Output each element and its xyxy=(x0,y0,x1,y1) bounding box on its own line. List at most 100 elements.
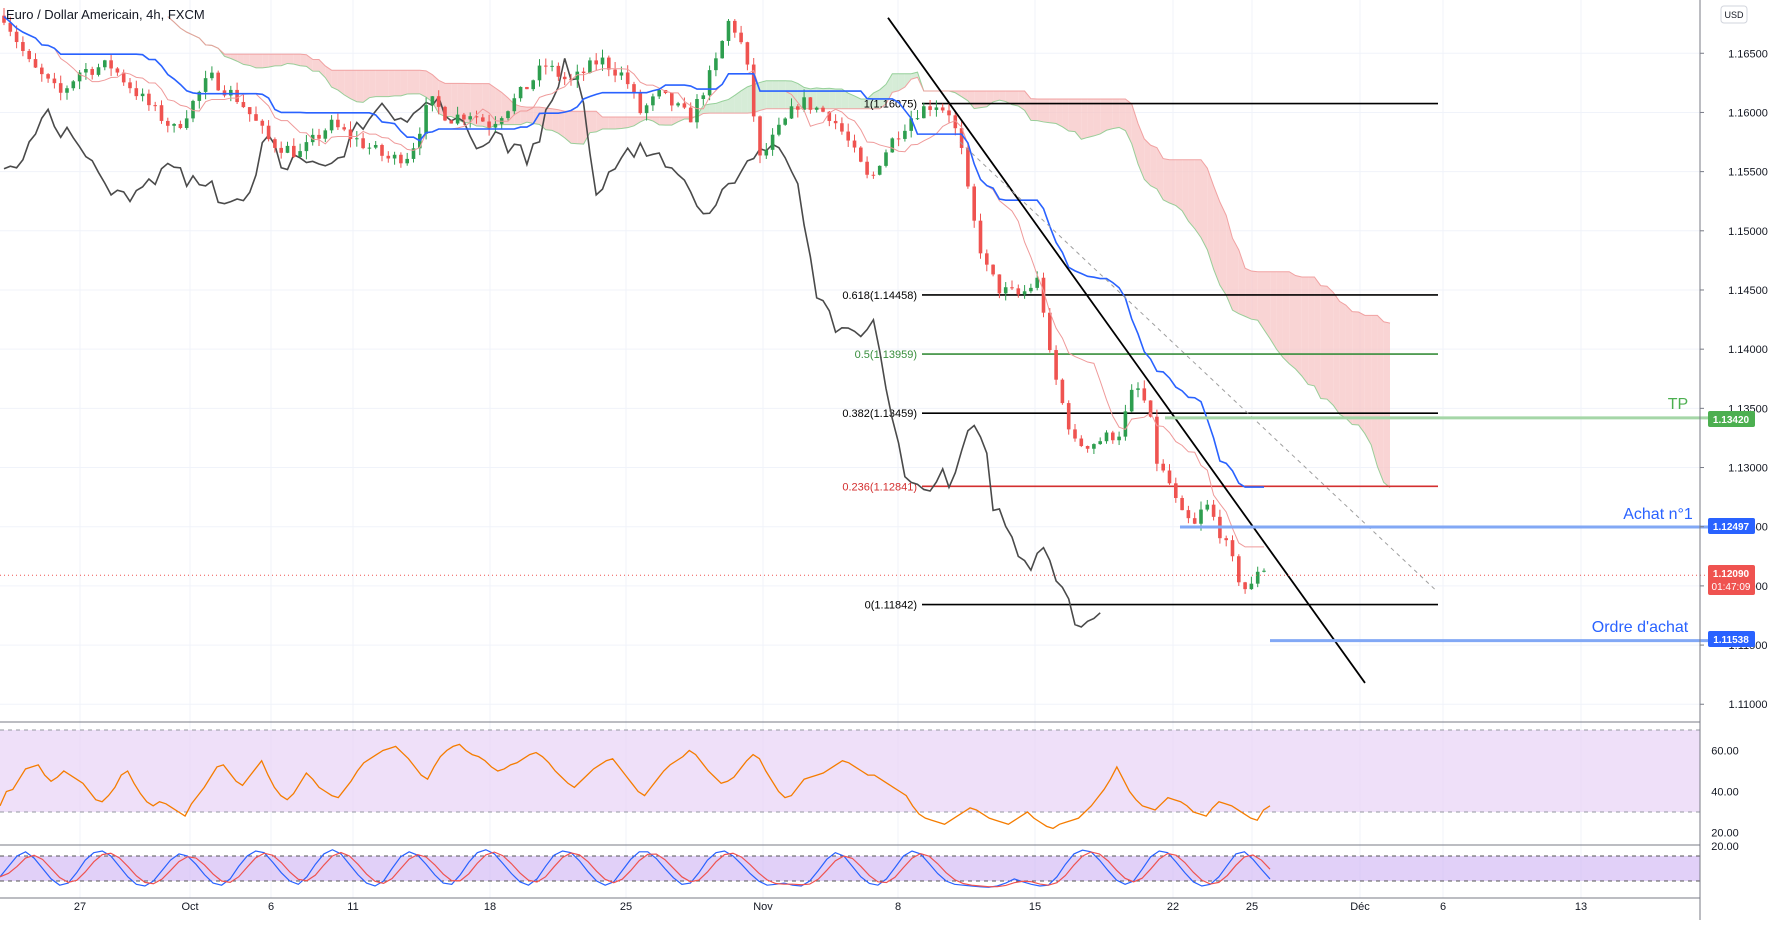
candle-body xyxy=(40,68,44,75)
chart-title: Euro / Dollar Americain, 4h, FXCM xyxy=(6,7,205,22)
cloud-segment xyxy=(407,70,413,94)
cloud-segment xyxy=(892,74,898,93)
cloud-segment xyxy=(1283,272,1289,364)
cloud-segment xyxy=(288,54,294,64)
achat1-price-tag: 1.12497 xyxy=(1708,518,1755,534)
cloud-segment xyxy=(275,54,281,66)
candle-body xyxy=(1262,571,1266,572)
candle-body xyxy=(802,97,806,109)
candle-body xyxy=(746,42,750,64)
candle-body xyxy=(141,94,145,96)
cloud-segment xyxy=(1352,312,1358,425)
candle-body xyxy=(261,121,265,126)
candle-body xyxy=(273,139,277,148)
candle-body xyxy=(279,148,283,153)
tp-price-tag: 1.13420 xyxy=(1708,411,1755,427)
cloud-segment xyxy=(1384,322,1390,488)
svg-text:1.13420: 1.13420 xyxy=(1713,415,1750,426)
candle-body xyxy=(456,115,460,124)
cloud-segment xyxy=(451,83,457,119)
cloud-segment xyxy=(1233,238,1239,314)
cloud-segment xyxy=(382,70,388,96)
cloud-segment xyxy=(256,54,262,68)
candle-body xyxy=(1212,505,1216,517)
candle-body xyxy=(1187,510,1191,518)
candle-body xyxy=(387,156,391,159)
candle-body xyxy=(330,120,334,131)
candle-body xyxy=(298,151,302,157)
candle-body xyxy=(733,21,737,33)
candle-body xyxy=(916,118,920,119)
cloud-segment xyxy=(546,108,552,130)
time-tick-label: 27 xyxy=(74,901,86,913)
candle-body xyxy=(216,73,220,91)
cloud-segment xyxy=(357,70,363,102)
candle-body xyxy=(1174,483,1178,498)
candle-body xyxy=(1136,388,1140,390)
candle-body xyxy=(1237,556,1241,582)
candle-body xyxy=(846,132,850,141)
candle-body xyxy=(172,124,176,126)
cloud-segment xyxy=(1170,160,1176,206)
candle-body xyxy=(935,107,939,110)
candle-body xyxy=(399,155,403,164)
cloud-segment xyxy=(369,70,375,97)
cloud-segment xyxy=(1037,99,1043,122)
cloud-segment xyxy=(710,103,716,113)
candle-body xyxy=(979,221,983,254)
time-tick-label: Nov xyxy=(753,901,773,913)
time-tick-label: 25 xyxy=(620,901,632,913)
candle-body xyxy=(116,68,120,72)
candle-body xyxy=(1199,510,1203,524)
cloud-segment xyxy=(1321,286,1327,400)
candle-body xyxy=(342,127,346,129)
price-tick-label: 1.15500 xyxy=(1728,167,1768,179)
candle-body xyxy=(361,138,365,148)
candle-body xyxy=(657,90,661,96)
candle-body xyxy=(166,121,170,126)
cloud-segment xyxy=(981,91,987,108)
svg-text:1.12090: 1.12090 xyxy=(1713,569,1750,580)
candle-body xyxy=(72,81,76,88)
candle-body xyxy=(487,121,491,127)
candle-body xyxy=(15,32,19,42)
candle-body xyxy=(639,93,643,113)
candle-body xyxy=(714,58,718,70)
fib-level-label: 0(1.11842) xyxy=(865,600,917,612)
candle-body xyxy=(683,103,687,107)
time-tick-label: 22 xyxy=(1167,901,1179,913)
cloud-segment xyxy=(1359,312,1365,434)
price-tick-label: 1.14500 xyxy=(1728,285,1768,297)
cloud-segment xyxy=(243,54,249,65)
candle-body xyxy=(292,146,296,157)
fib-level-label: 0.618(1.14458) xyxy=(842,290,917,302)
candle-body xyxy=(1029,288,1033,291)
candle-body xyxy=(972,186,976,220)
cloud-segment xyxy=(974,91,980,109)
cloud-segment xyxy=(376,70,382,96)
cloud-segment xyxy=(420,70,426,97)
candle-body xyxy=(393,155,397,159)
currency-button[interactable]: USD xyxy=(1721,6,1747,23)
candle-body xyxy=(355,138,359,139)
fib-level-label: 1(1.16075) xyxy=(864,99,917,111)
cloud-segment xyxy=(609,117,615,129)
rsi-tick-label: 40.00 xyxy=(1711,787,1739,799)
candle-body xyxy=(1080,439,1084,446)
candle-body xyxy=(513,98,517,111)
candle-body xyxy=(494,124,498,128)
candle-body xyxy=(506,111,510,118)
time-tick-label: 11 xyxy=(347,901,358,913)
candle-body xyxy=(248,107,252,114)
cloud-segment xyxy=(590,111,596,132)
candle-body xyxy=(349,129,353,139)
candle-body xyxy=(872,175,876,176)
cloud-segment xyxy=(1220,202,1226,295)
stoch-band xyxy=(0,856,1700,881)
candle-body xyxy=(468,116,472,119)
candle-body xyxy=(481,117,485,121)
candle-body xyxy=(242,102,246,107)
candle-body xyxy=(1067,403,1071,429)
